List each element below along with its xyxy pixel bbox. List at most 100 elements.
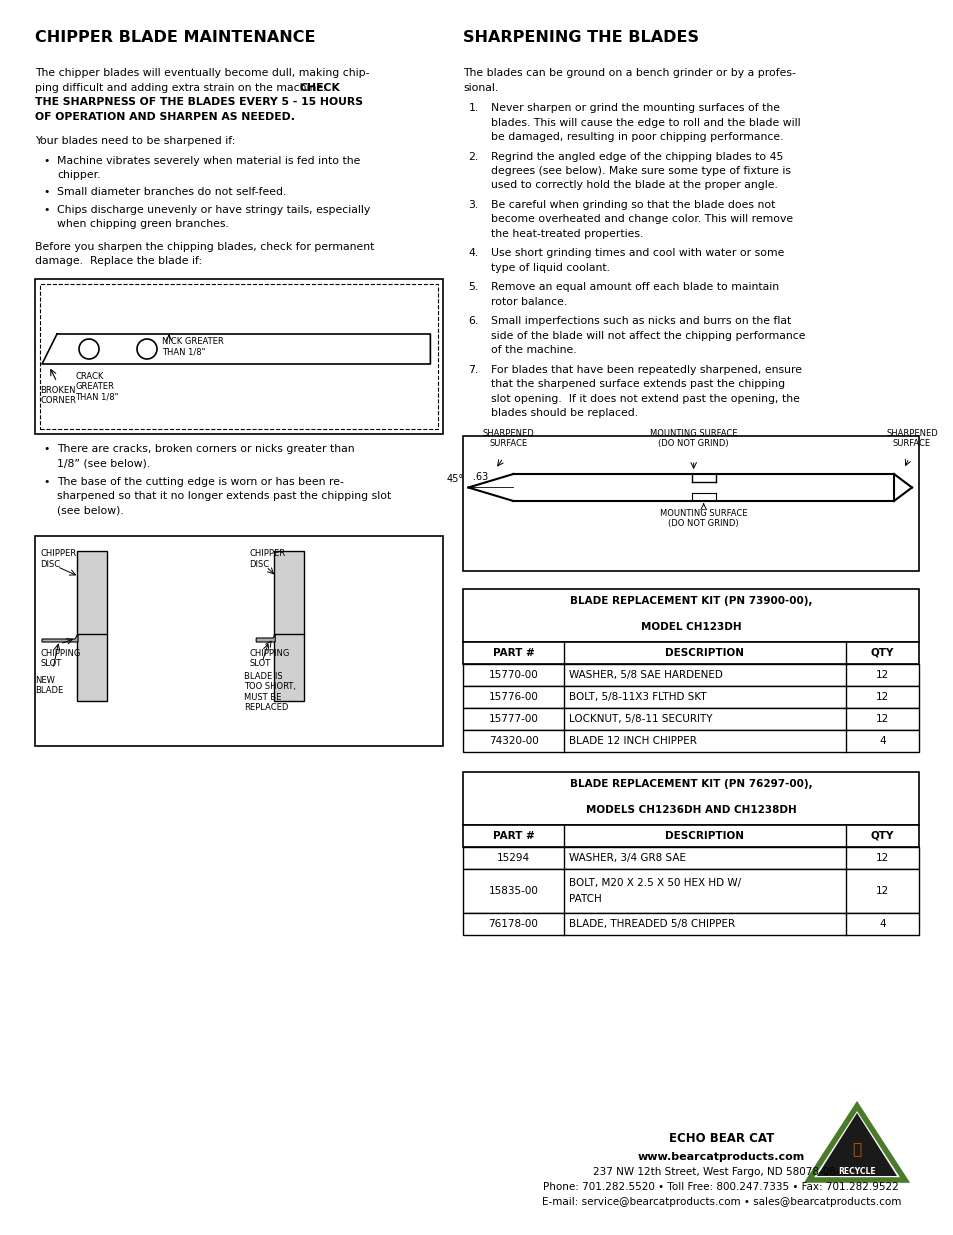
Text: be damaged, resulting in poor chipping performance.: be damaged, resulting in poor chipping p… <box>491 132 783 142</box>
Text: type of liquid coolant.: type of liquid coolant. <box>491 263 610 273</box>
Text: 15776-00: 15776-00 <box>488 692 537 701</box>
Text: MODEL CH123DH: MODEL CH123DH <box>640 622 740 632</box>
Text: WASHER, 3/4 GR8 SAE: WASHER, 3/4 GR8 SAE <box>568 853 685 863</box>
Text: .63: .63 <box>473 473 488 483</box>
Text: BOLT, M20 X 2.5 X 50 HEX HD W/: BOLT, M20 X 2.5 X 50 HEX HD W/ <box>568 878 740 888</box>
Text: 15770-00: 15770-00 <box>488 671 537 680</box>
Text: •: • <box>43 205 50 215</box>
Text: THE SHARPNESS OF THE BLADES EVERY 5 - 15 HOURS: THE SHARPNESS OF THE BLADES EVERY 5 - 15… <box>35 98 363 107</box>
FancyBboxPatch shape <box>463 642 918 664</box>
Text: Machine vibrates severely when material is fed into the: Machine vibrates severely when material … <box>57 156 360 165</box>
Text: BOLT, 5/8-11X3 FLTHD SKT: BOLT, 5/8-11X3 FLTHD SKT <box>568 692 705 701</box>
Text: 12: 12 <box>875 853 888 863</box>
FancyBboxPatch shape <box>274 552 304 701</box>
Text: •: • <box>43 445 50 454</box>
FancyBboxPatch shape <box>35 536 443 746</box>
Text: side of the blade will not affect the chipping performance: side of the blade will not affect the ch… <box>491 331 805 341</box>
FancyBboxPatch shape <box>463 869 918 913</box>
Text: Regrind the angled edge of the chipping blades to 45: Regrind the angled edge of the chipping … <box>491 152 783 162</box>
Text: 76178-00: 76178-00 <box>488 919 537 929</box>
Text: CHIPPING
SLOT: CHIPPING SLOT <box>40 650 80 668</box>
Text: 237 NW 12th Street, West Fargo, ND 58078-0849: 237 NW 12th Street, West Fargo, ND 58078… <box>593 1167 848 1177</box>
Text: that the sharpened surface extends past the chipping: that the sharpened surface extends past … <box>491 379 784 389</box>
Text: There are cracks, broken corners or nicks greater than: There are cracks, broken corners or nick… <box>57 445 355 454</box>
Text: ping difficult and adding extra strain on the machine.: ping difficult and adding extra strain o… <box>35 83 330 93</box>
Text: 15777-00: 15777-00 <box>488 714 537 724</box>
FancyBboxPatch shape <box>463 772 918 825</box>
Text: BLADE 12 INCH CHIPPER: BLADE 12 INCH CHIPPER <box>568 736 696 746</box>
Text: 15294: 15294 <box>497 853 530 863</box>
Circle shape <box>137 338 157 359</box>
Text: rotor balance.: rotor balance. <box>491 296 567 308</box>
Text: 12: 12 <box>875 671 888 680</box>
Text: 4: 4 <box>879 919 885 929</box>
Text: when chipping green branches.: when chipping green branches. <box>57 220 229 230</box>
Text: used to correctly hold the blade at the proper angle.: used to correctly hold the blade at the … <box>491 180 778 190</box>
Text: blades should be replaced.: blades should be replaced. <box>491 409 638 419</box>
Text: CHECK: CHECK <box>298 83 339 93</box>
Text: 12: 12 <box>875 714 888 724</box>
Text: SHARPENED
SURFACE: SHARPENED SURFACE <box>482 429 534 448</box>
Text: MODELS CH1236DH AND CH1238DH: MODELS CH1236DH AND CH1238DH <box>585 805 796 815</box>
Text: BLADE, THREADED 5/8 CHIPPER: BLADE, THREADED 5/8 CHIPPER <box>568 919 734 929</box>
Text: Be careful when grinding so that the blade does not: Be careful when grinding so that the bla… <box>491 200 775 210</box>
Text: DESCRIPTION: DESCRIPTION <box>664 831 743 841</box>
Text: sharpened so that it no longer extends past the chipping slot: sharpened so that it no longer extends p… <box>57 492 391 501</box>
Text: Small diameter branches do not self-feed.: Small diameter branches do not self-feed… <box>57 188 286 198</box>
Text: •: • <box>43 477 50 487</box>
Text: damage.  Replace the blade if:: damage. Replace the blade if: <box>35 257 202 267</box>
Text: •: • <box>43 188 50 198</box>
Text: NEW
BLADE: NEW BLADE <box>35 676 63 695</box>
FancyBboxPatch shape <box>35 279 443 433</box>
Text: sional.: sional. <box>463 83 498 93</box>
Text: Phone: 701.282.5520 • Toll Free: 800.247.7335 • Fax: 701.282.9522: Phone: 701.282.5520 • Toll Free: 800.247… <box>543 1182 898 1192</box>
Text: QTY: QTY <box>870 648 893 658</box>
FancyBboxPatch shape <box>463 825 918 847</box>
Text: SHARPENED
SURFACE: SHARPENED SURFACE <box>885 429 937 448</box>
Text: 5.: 5. <box>468 283 478 293</box>
Text: Small imperfections such as nicks and burrs on the flat: Small imperfections such as nicks and bu… <box>491 316 791 326</box>
Text: Remove an equal amount off each blade to maintain: Remove an equal amount off each blade to… <box>491 283 779 293</box>
FancyBboxPatch shape <box>463 589 918 642</box>
Text: OF OPERATION AND SHARPEN AS NEEDED.: OF OPERATION AND SHARPEN AS NEEDED. <box>35 111 294 121</box>
Text: MOUNTING SURFACE
(DO NOT GRIND): MOUNTING SURFACE (DO NOT GRIND) <box>649 429 737 448</box>
Text: The chipper blades will eventually become dull, making chip-: The chipper blades will eventually becom… <box>35 68 369 78</box>
Text: 15835-00: 15835-00 <box>488 885 537 897</box>
Text: the heat-treated properties.: the heat-treated properties. <box>491 228 643 240</box>
FancyBboxPatch shape <box>463 664 918 685</box>
Text: 12: 12 <box>875 885 888 897</box>
Text: (see below).: (see below). <box>57 506 124 516</box>
FancyBboxPatch shape <box>77 552 107 701</box>
Text: PART #: PART # <box>492 648 534 658</box>
Text: QTY: QTY <box>870 831 893 841</box>
Text: 12: 12 <box>875 692 888 701</box>
Text: ECHO BEAR CAT: ECHO BEAR CAT <box>668 1132 773 1145</box>
Text: 2.: 2. <box>468 152 478 162</box>
Text: The blades can be ground on a bench grinder or by a profes-: The blades can be ground on a bench grin… <box>463 68 796 78</box>
Text: 45°: 45° <box>446 474 463 484</box>
Text: CHIPPER BLADE MAINTENANCE: CHIPPER BLADE MAINTENANCE <box>35 30 315 44</box>
Text: 1.: 1. <box>468 103 478 112</box>
Text: blades. This will cause the edge to roll and the blade will: blades. This will cause the edge to roll… <box>491 117 801 127</box>
Text: CRACK
GREATER
THAN 1/8": CRACK GREATER THAN 1/8" <box>75 372 118 401</box>
Text: Never sharpen or grind the mounting surfaces of the: Never sharpen or grind the mounting surf… <box>491 103 780 112</box>
Polygon shape <box>816 1113 896 1176</box>
Text: 1/8” (see below).: 1/8” (see below). <box>57 458 150 468</box>
Text: 6.: 6. <box>468 316 478 326</box>
Text: LOCKNUT, 5/8-11 SECURITY: LOCKNUT, 5/8-11 SECURITY <box>568 714 711 724</box>
Text: BLADE REPLACEMENT KIT (PN 76297-00),: BLADE REPLACEMENT KIT (PN 76297-00), <box>569 779 812 789</box>
Text: NICK GREATER
THAN 1/8": NICK GREATER THAN 1/8" <box>162 337 224 357</box>
Text: MOUNTING SURFACE
(DO NOT GRIND): MOUNTING SURFACE (DO NOT GRIND) <box>659 509 746 529</box>
Text: SHARPENING THE BLADES: SHARPENING THE BLADES <box>463 30 699 44</box>
Polygon shape <box>42 634 78 642</box>
FancyBboxPatch shape <box>463 730 918 752</box>
Text: CHIPPER
DISC: CHIPPER DISC <box>40 550 76 569</box>
Text: CHIPPER
DISC: CHIPPER DISC <box>249 550 285 569</box>
Text: E-mail: service@bearcatproducts.com • sales@bearcatproducts.com: E-mail: service@bearcatproducts.com • sa… <box>541 1197 900 1207</box>
FancyBboxPatch shape <box>40 284 438 429</box>
Polygon shape <box>256 634 274 642</box>
Text: become overheated and change color. This will remove: become overheated and change color. This… <box>491 215 793 225</box>
Text: of the machine.: of the machine. <box>491 346 577 356</box>
Text: •: • <box>43 156 50 165</box>
FancyBboxPatch shape <box>463 913 918 935</box>
